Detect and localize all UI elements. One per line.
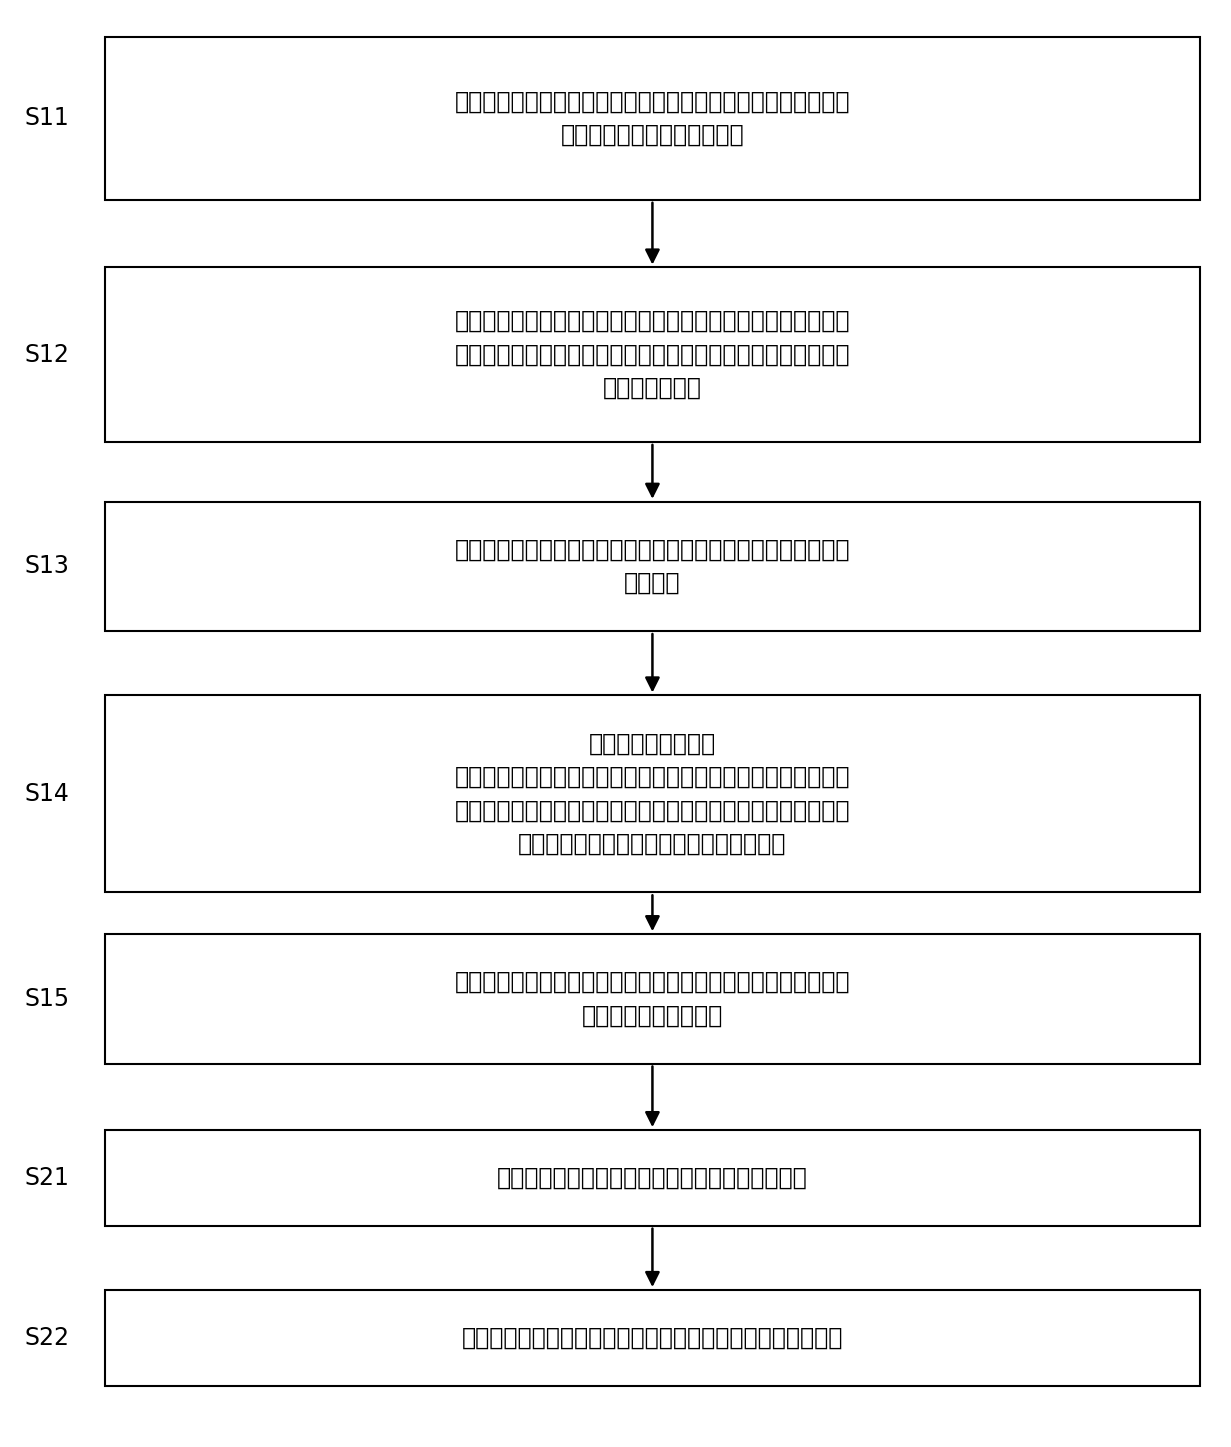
Text: 基于所述新的渐变波段与所述新的平台波段组成的目标信号梯度
波形，控制所述梯度场: 基于所述新的渐变波段与所述新的平台波段组成的目标信号梯度 波形，控制所述梯度场 — [454, 969, 851, 1027]
Text: 获取预先设定的扫描序列参数与控制参数；其中，所述控制参数
用于描述待调整信号梯度波形: 获取预先设定的扫描序列参数与控制参数；其中，所述控制参数 用于描述待调整信号梯度… — [454, 90, 851, 148]
Text: 将所述目标梯度函数与所述控制参数关联存储至预设数据库中: 将所述目标梯度函数与所述控制参数关联存储至预设数据库中 — [462, 1325, 843, 1350]
Text: 根据所述扫描序列参数与所述控制参数，确定所述待调整信号梯
度波形的目标面积值；其中，所述待调整信号梯度波形包括平台
波段与渐变波段: 根据所述扫描序列参数与所述控制参数，确定所述待调整信号梯 度波形的目标面积值；其… — [454, 310, 851, 401]
Bar — [105, 36, 1200, 200]
Text: S12: S12 — [25, 343, 69, 366]
Bar — [105, 268, 1200, 441]
Text: 确定与所述目标信号梯度波形对应的目标梯度函数: 确定与所述目标信号梯度波形对应的目标梯度函数 — [497, 1166, 808, 1189]
Bar — [105, 502, 1200, 631]
Text: S11: S11 — [25, 106, 69, 130]
Bar — [105, 1289, 1200, 1386]
Text: 基于所述目标面积值
与所述新的平台波段的第一面积值，对所述渐变波段进行平滑调
整，得到新的渐变波段；其中，所述新的渐变波段的第二面积值
与所述第一面积值之和等于: 基于所述目标面积值 与所述新的平台波段的第一面积值，对所述渐变波段进行平滑调 整… — [454, 732, 851, 857]
Text: S22: S22 — [25, 1325, 69, 1350]
Text: S14: S14 — [25, 781, 69, 806]
Bar — [105, 935, 1200, 1064]
Text: S21: S21 — [25, 1166, 69, 1189]
Text: S13: S13 — [25, 554, 69, 579]
Bar — [105, 696, 1200, 893]
Text: 按照预设幅度调整参数调整所述平台波段的波形幅度，得到新的
平台波段: 按照预设幅度调整参数调整所述平台波段的波形幅度，得到新的 平台波段 — [454, 538, 851, 595]
Bar — [105, 1130, 1200, 1226]
Text: S15: S15 — [25, 987, 69, 1011]
